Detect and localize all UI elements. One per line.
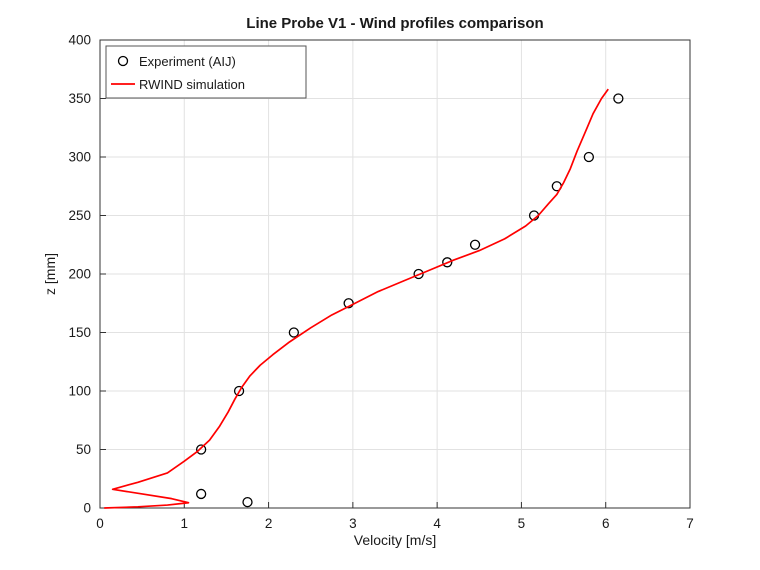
y-axis-label: z [mm] (42, 253, 58, 295)
y-tick-label: 200 (68, 267, 91, 282)
experiment-point (469, 239, 481, 250)
experiment-point (613, 93, 624, 104)
x-tick-label: 0 (96, 516, 104, 531)
experiment-point (195, 444, 207, 455)
legend-label-experiment: Experiment (AIJ) (139, 54, 236, 69)
plot-area: 0 1 2 3 4 5 6 7 0 50 100 150 200 250 300 350 400 (68, 33, 693, 532)
experiment-point (242, 496, 253, 508)
y-tick-label: 400 (68, 33, 91, 48)
x-tick-label: 3 (349, 516, 357, 531)
experiment-point (583, 151, 595, 163)
y-tick-label: 100 (68, 384, 91, 399)
experiment-point (343, 298, 354, 309)
chart-title: Line Probe V1 - Wind profiles comparison (246, 15, 543, 32)
experiment-point (442, 257, 453, 268)
x-axis-label: Velocity [m/s] (354, 532, 436, 548)
y-tick-label: 0 (83, 501, 91, 516)
legend-box (105, 45, 307, 99)
experiment-point (233, 385, 245, 397)
experiment-point (195, 488, 207, 500)
x-tick-label: 7 (686, 516, 694, 531)
x-tick-label: 2 (265, 516, 273, 531)
x-tick-label: 4 (433, 516, 441, 531)
y-tick-label: 250 (68, 208, 91, 223)
x-tick-label: 1 (181, 516, 189, 531)
x-tick-label: 5 (518, 516, 526, 531)
simulation-line (104, 88, 609, 509)
legend-experiment-marker-icon (117, 55, 129, 67)
experiment-point (288, 327, 300, 338)
experiment-point (413, 268, 424, 280)
y-tick-label: 50 (76, 442, 91, 457)
y-tick-label: 350 (68, 91, 91, 106)
legend: Experiment (AIJ) RWIND simulation (105, 45, 307, 99)
y-tick-label: 150 (68, 325, 91, 340)
x-tick-label: 6 (602, 516, 610, 531)
legend-label-simulation: RWIND simulation (139, 77, 245, 92)
y-tick-label: 300 (68, 150, 91, 165)
